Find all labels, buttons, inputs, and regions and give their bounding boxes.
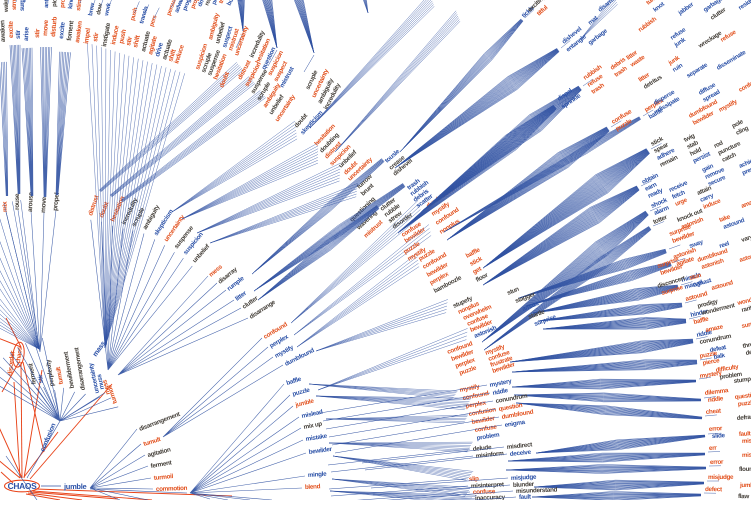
svg-text:flaw: flaw bbox=[738, 493, 749, 500]
svg-text:puzzle: puzzle bbox=[737, 399, 751, 408]
svg-text:misjudge: misjudge bbox=[708, 474, 734, 481]
svg-text:stir: stir bbox=[34, 28, 41, 38]
svg-text:excite: excite bbox=[8, 21, 15, 38]
svg-text:prod: prod bbox=[60, 0, 67, 8]
svg-text:defect: defect bbox=[705, 486, 723, 493]
svg-text:awaken: awaken bbox=[0, 20, 7, 42]
svg-text:move: move bbox=[40, 196, 48, 213]
svg-text:surge: surge bbox=[20, 0, 26, 11]
svg-text:move: move bbox=[42, 19, 50, 36]
svg-text:anta: anta bbox=[44, 0, 51, 8]
svg-text:arise: arise bbox=[23, 26, 30, 41]
svg-text:mix: mix bbox=[2, 201, 9, 212]
svg-text:err: err bbox=[709, 445, 718, 452]
svg-text:flounder: flounder bbox=[739, 466, 751, 473]
svg-text:rouse: rouse bbox=[14, 193, 21, 210]
svg-text:blend: blend bbox=[305, 483, 321, 491]
svg-text:mingle: mingle bbox=[308, 471, 328, 479]
svg-text:jumble: jumble bbox=[739, 482, 751, 489]
svg-text:jumble: jumble bbox=[63, 482, 86, 491]
svg-text:strne: strne bbox=[12, 0, 18, 10]
svg-text:mistake: mistake bbox=[742, 437, 751, 445]
svg-text:mistake: mistake bbox=[742, 451, 751, 459]
svg-text:fault: fault bbox=[519, 494, 532, 500]
svg-text:wake: wake bbox=[3, 0, 10, 13]
svg-text:pique: pique bbox=[52, 0, 59, 7]
svg-text:error: error bbox=[710, 459, 724, 466]
svg-text:defraud: defraud bbox=[737, 413, 751, 422]
svg-text:deck: deck bbox=[745, 348, 751, 357]
svg-text:stir: stir bbox=[15, 29, 22, 39]
